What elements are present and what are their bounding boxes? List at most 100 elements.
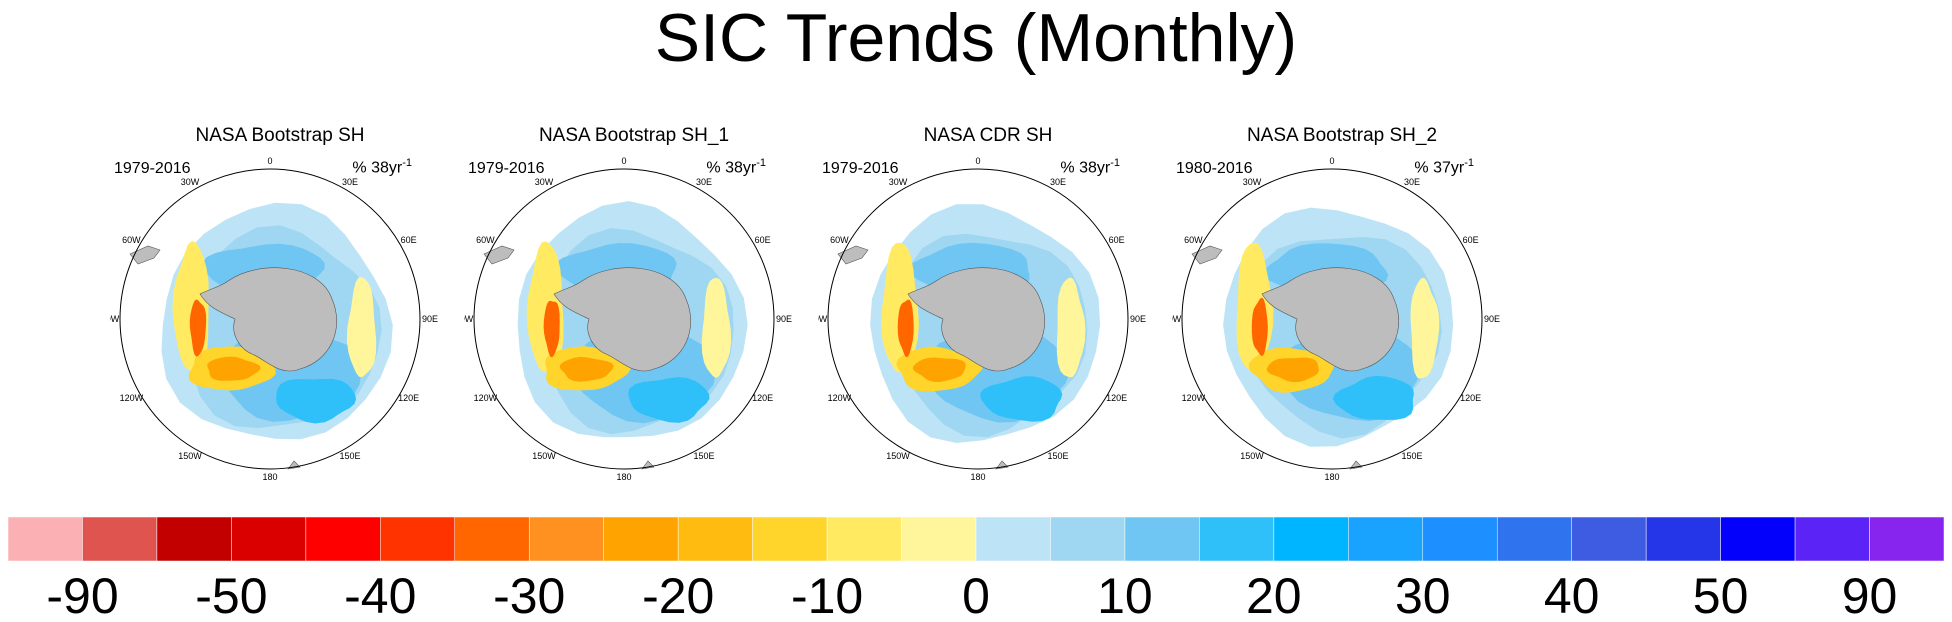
longitude-label: 30W (889, 177, 908, 187)
longitude-label: 150E (1047, 451, 1068, 461)
longitude-label: 60W (830, 235, 849, 245)
panel-title: NASA CDR SH (923, 125, 1053, 146)
polar-map: 0 30E 60E 90E 120E 150E 180 150W 120W 90W 60W 30W (110, 156, 438, 482)
longitude-label: 60W (1184, 235, 1203, 245)
panel-title: NASA Bootstrap SH_1 (538, 125, 730, 146)
longitude-label: 0 (621, 156, 626, 166)
south-america-tip (837, 245, 869, 265)
longitude-label: 90W (818, 314, 828, 324)
longitude-label: 180 (616, 472, 631, 482)
colorbar-swatch (1348, 516, 1424, 562)
colorbar-swatch (826, 516, 902, 562)
panel-units: % 37yr-1 (1414, 157, 1474, 177)
ice-trend-field (1251, 297, 1268, 357)
colorbar-swatch (156, 516, 232, 562)
longitude-label: 60E (755, 235, 771, 245)
longitude-label: 60E (1463, 235, 1479, 245)
ice-trend-field (897, 299, 914, 357)
ice-trend-field (559, 356, 614, 382)
ice-trend-field (980, 376, 1063, 422)
longitude-label: 150W (178, 451, 202, 461)
longitude-label: 30E (342, 177, 358, 187)
longitude-label: 150E (339, 451, 360, 461)
longitude-label: 180 (970, 472, 985, 482)
ice-trend-field (346, 277, 377, 378)
longitude-label: 60E (401, 235, 417, 245)
longitude-label: 150E (693, 451, 714, 461)
longitude-label: 120W (120, 393, 144, 403)
colorbar-swatch (1794, 516, 1870, 562)
polar-map: 0 30E 60E 90E 120E 150E 180 150W 120W 90W 60W 30W (464, 156, 792, 482)
ice-trend-field (1410, 277, 1440, 379)
longitude-label: 30W (1243, 177, 1262, 187)
colorbar-swatch (380, 516, 456, 562)
antarctica-landmass (1261, 267, 1399, 372)
colorbar-tick-label: 30 (1395, 568, 1451, 622)
longitude-label: 120W (828, 393, 852, 403)
longitude-label: 60E (1109, 235, 1125, 245)
panel-title: NASA Bootstrap SH (195, 125, 365, 146)
ice-trend-field (701, 277, 732, 378)
polar-map: 0 30E 60E 90E 120E 150E 180 150W 120W 90W 60W 30W (1172, 156, 1500, 482)
colorbar-tick-label: 50 (1693, 568, 1749, 622)
longitude-label: 30E (1050, 177, 1066, 187)
colorbar-swatch (752, 516, 828, 562)
ice-trend-field (207, 356, 261, 381)
longitude-label: 30E (1404, 177, 1420, 187)
panel-years: 1979-2016 (468, 160, 545, 177)
panel-units: % 38yr-1 (352, 157, 412, 177)
longitude-label: 90E (1130, 314, 1146, 324)
longitude-label: 150W (1240, 451, 1264, 461)
colorbar-tick-label: 90 (1842, 568, 1898, 622)
map-panel: NASA Bootstrap SH_1 1979-2016 % 38yr-1 0 30E… (464, 124, 804, 484)
south-america-tip (1191, 245, 1223, 265)
ice-trend-field (543, 300, 560, 358)
longitude-label: 90W (1172, 314, 1182, 324)
longitude-label: 30W (181, 177, 200, 187)
colorbar-swatch (7, 516, 83, 562)
longitude-label: 90W (110, 314, 120, 324)
ice-trend-field (1266, 357, 1319, 383)
longitude-label: 120E (1460, 393, 1481, 403)
ice-trend-field (276, 378, 357, 424)
colorbar-swatch (603, 516, 679, 562)
longitude-label: 90E (1484, 314, 1500, 324)
colorbar-swatch (1645, 516, 1721, 562)
colorbar-swatch (1496, 516, 1572, 562)
panel-units: % 38yr-1 (706, 157, 766, 177)
longitude-label: 150E (1401, 451, 1422, 461)
colorbar-swatch (1720, 516, 1796, 562)
colorbar-swatch (528, 516, 604, 562)
ice-trend-field (912, 357, 966, 382)
main-title: SIC Trends (Monthly) (654, 0, 1298, 76)
longitude-label: 90E (422, 314, 438, 324)
colorbar-tick-label: -30 (493, 568, 565, 622)
longitude-label: 120E (752, 393, 773, 403)
ice-trend-field (1332, 375, 1414, 420)
colorbar-swatch (231, 516, 307, 562)
colorbar-tick-label: 0 (962, 568, 990, 622)
colorbar-tick-label: -50 (195, 568, 267, 622)
longitude-label: 120E (1106, 393, 1127, 403)
colorbar-swatch (1199, 516, 1275, 562)
antarctica-landmass (907, 267, 1045, 372)
longitude-label: 150W (532, 451, 556, 461)
longitude-label: 90W (464, 314, 474, 324)
longitude-label: 120W (1182, 393, 1206, 403)
longitude-label: 120W (474, 393, 498, 403)
colorbar-swatch (305, 516, 381, 562)
longitude-label: 60W (122, 235, 141, 245)
longitude-label: 180 (1324, 472, 1339, 482)
colorbar-swatch (1869, 516, 1945, 562)
panel-units: % 38yr-1 (1060, 157, 1120, 177)
panel-years: 1979-2016 (822, 160, 899, 177)
longitude-label: 180 (262, 472, 277, 482)
colorbar-tick-label: -90 (46, 568, 118, 622)
colorbar: -90 -50 -40 -30 -20 -10 0 10 20 30 40 50 90 (7, 516, 1945, 622)
longitude-label: 0 (975, 156, 980, 166)
longitude-label: 90E (776, 314, 792, 324)
colorbar-tick-label: -40 (344, 568, 416, 622)
south-america-tip (483, 245, 515, 265)
colorbar-tick-label: 20 (1246, 568, 1302, 622)
longitude-label: 120E (398, 393, 419, 403)
